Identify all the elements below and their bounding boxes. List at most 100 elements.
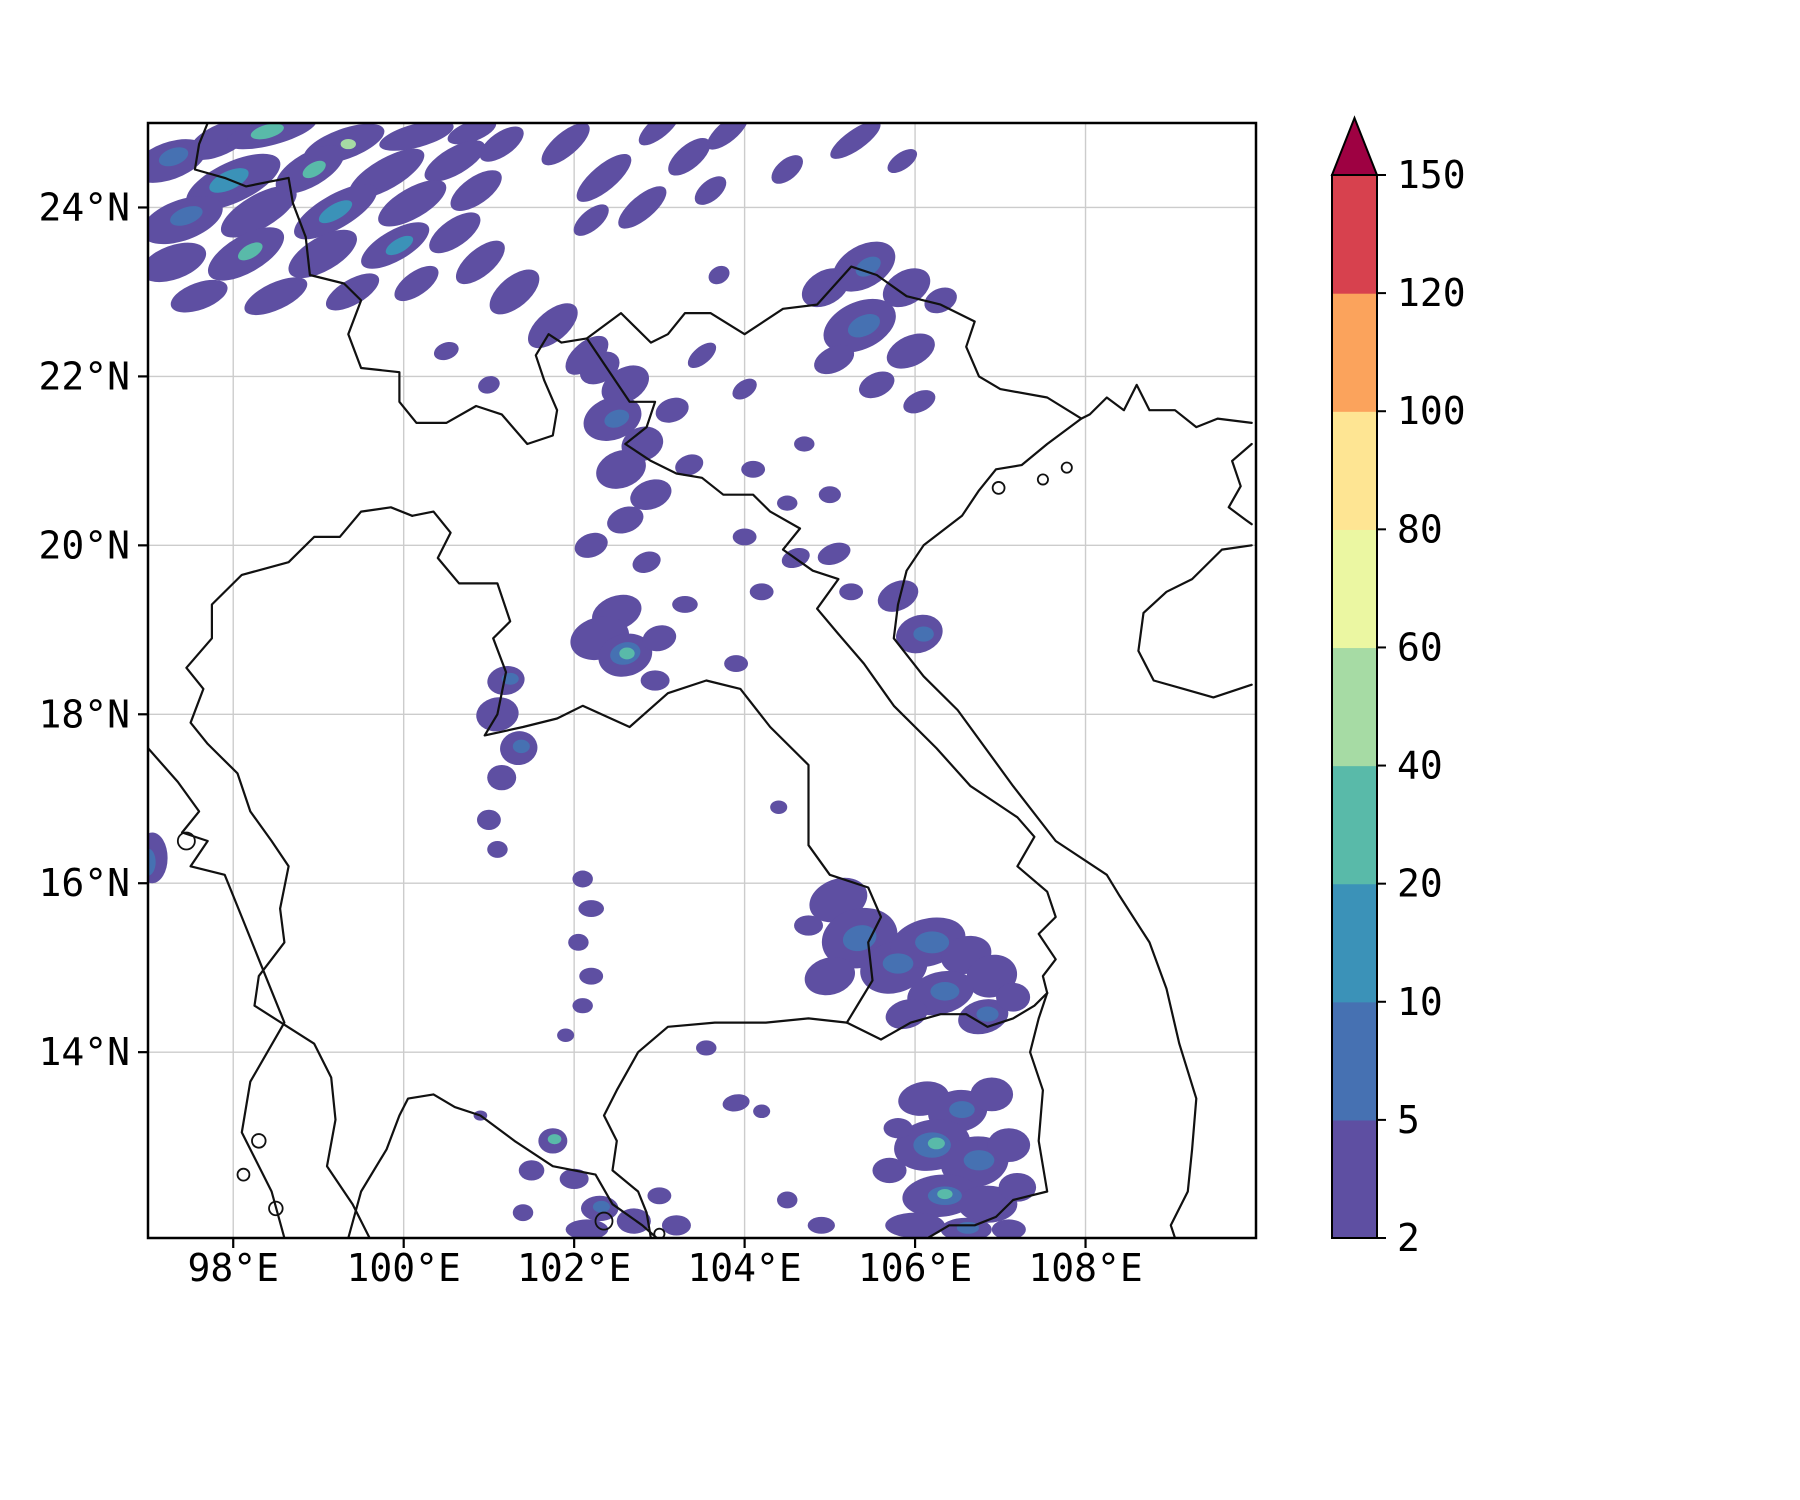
rain-patch <box>817 542 851 565</box>
rain-patch <box>489 269 540 315</box>
island-outline <box>1060 461 1073 474</box>
rain-patch <box>379 123 454 151</box>
rain-patch <box>882 268 931 308</box>
island-outline <box>268 1200 284 1217</box>
rain-patch <box>963 1150 995 1171</box>
rain-patch <box>158 147 189 167</box>
rain-patch <box>385 235 414 256</box>
colorbar-tick-label: 80 <box>1397 507 1443 551</box>
y-tick-label: 22°N <box>38 354 130 398</box>
rain-patch <box>578 900 604 918</box>
rain-patch <box>661 1215 691 1236</box>
colorbar-tick-label: 60 <box>1397 625 1443 669</box>
rain-patch <box>170 206 203 226</box>
colorbar-outline <box>1331 174 1378 1239</box>
rain-patch <box>574 532 608 558</box>
rain-patch <box>687 342 717 369</box>
rain-patch <box>557 1028 575 1043</box>
rain-patch <box>568 933 589 951</box>
rain-patch <box>148 848 156 876</box>
rain-patch <box>518 1160 545 1181</box>
rain-patch <box>572 998 593 1014</box>
rain-patch <box>632 551 661 573</box>
island-outline <box>1036 473 1049 486</box>
rain-patch <box>930 982 960 1001</box>
rain-patch <box>630 479 672 511</box>
rain-patch <box>572 870 593 888</box>
x-tick-label: 108°E <box>1028 1246 1142 1290</box>
rain-patch <box>476 809 501 831</box>
rain-patch <box>741 460 766 478</box>
rain-patch <box>724 655 749 673</box>
rain-patch <box>872 1157 907 1184</box>
rain-patch <box>487 840 508 858</box>
colorbar-tick-label: 100 <box>1397 389 1466 433</box>
rain-patch <box>924 287 957 314</box>
rain-patch <box>447 123 497 145</box>
rain-patch <box>487 764 517 791</box>
island-outline <box>176 831 196 851</box>
rain-patch <box>638 123 681 146</box>
colorbar-segment <box>1332 1119 1377 1239</box>
rain-patch <box>647 1187 672 1205</box>
rain-patch <box>512 739 530 754</box>
rain-patch <box>565 1219 609 1238</box>
rain-patch <box>794 436 815 452</box>
rain-patch <box>970 1077 1014 1112</box>
rain-patch <box>770 800 788 814</box>
island-outline <box>594 1211 614 1231</box>
island-outline <box>251 1133 267 1149</box>
rain-patch <box>886 333 935 369</box>
colorbar-segment <box>1332 1001 1377 1121</box>
rain-patch <box>732 528 757 546</box>
rain-patch <box>573 204 609 236</box>
rain-patch <box>672 596 698 613</box>
rain-patch <box>576 153 632 202</box>
rain-patch <box>885 1212 945 1238</box>
rain-patch <box>855 256 881 277</box>
boundary-line <box>148 746 286 1238</box>
rain-patch <box>616 1208 651 1234</box>
rain-patch <box>655 397 689 423</box>
rain-patch <box>818 486 841 504</box>
boundary-line <box>347 1093 658 1238</box>
colorbar-tick-label: 5 <box>1397 1098 1420 1142</box>
colorbar: 2 5 10 20 40 60 80 100 120 150 <box>1330 115 1466 1260</box>
rain-patch <box>148 242 207 283</box>
boundary-line <box>892 383 1253 1238</box>
rain-patch <box>541 123 590 166</box>
rain-patch <box>220 185 297 238</box>
rain-patch <box>903 390 936 414</box>
rain-patch <box>830 123 881 159</box>
rain-patch <box>956 1221 979 1234</box>
rain-patch <box>859 371 895 399</box>
island-outline <box>653 1227 666 1238</box>
colorbar-segment <box>1332 883 1377 1003</box>
colorbar-tick-label: 120 <box>1397 271 1466 315</box>
rain-patch <box>976 1006 999 1022</box>
rain-patch <box>949 1101 975 1119</box>
rain-patch <box>433 342 459 361</box>
boundary-line <box>411 510 883 1024</box>
x-tick-label: 100°E <box>346 1246 460 1290</box>
rain-patch <box>804 957 856 996</box>
rain-patch <box>887 149 918 173</box>
rain-patch <box>619 647 635 660</box>
rain-patch <box>170 279 228 313</box>
island-outline <box>991 481 1006 495</box>
rain-patch <box>512 1204 534 1222</box>
boundary-line <box>1137 544 1253 699</box>
rain-patch <box>394 265 439 302</box>
rain-patch <box>479 126 524 162</box>
colorbar-tick-label: 150 <box>1397 153 1466 197</box>
boundary-line <box>845 991 1049 1041</box>
rain-patch <box>527 303 578 349</box>
boundary-line <box>585 337 1057 995</box>
colorbar-tick-label: 10 <box>1397 980 1443 1024</box>
rain-patch <box>696 1040 717 1056</box>
x-axis: 98°E 100°E 102°E 104°E 106°E 108°E <box>187 1238 1143 1290</box>
rain-patch <box>777 1191 798 1209</box>
colorbar-segment <box>1332 647 1377 767</box>
